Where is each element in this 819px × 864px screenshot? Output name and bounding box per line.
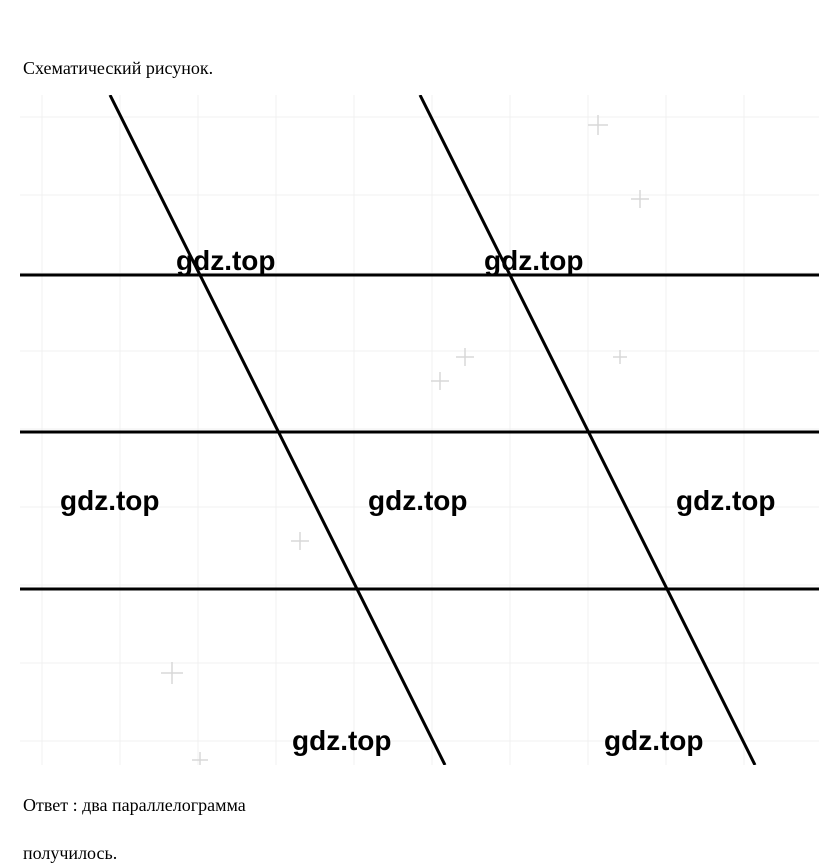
answer-text-line1: Ответ : два параллелограмма (23, 795, 246, 816)
diagram-svg (20, 95, 819, 765)
answer-text-line2: получилось. (23, 843, 117, 864)
schematic-diagram: gdz.topgdz.topgdz.topgdz.topgdz.topgdz.t… (20, 95, 819, 765)
heading: Схематический рисунок. (23, 58, 213, 79)
